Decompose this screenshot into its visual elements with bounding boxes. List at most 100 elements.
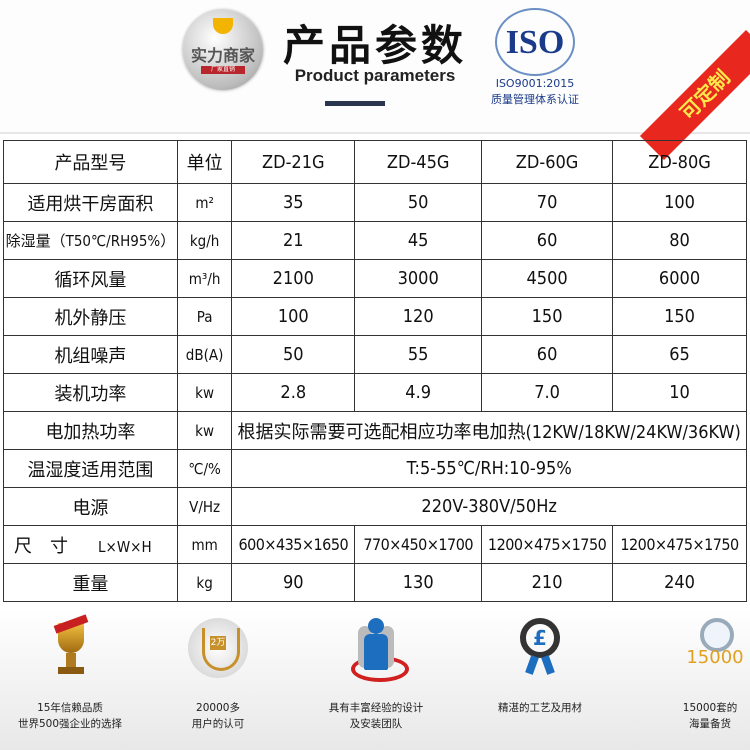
- bull-icon: [213, 18, 233, 34]
- feature-text: 海量备货: [689, 718, 731, 730]
- unit-cell: kg: [176, 563, 233, 602]
- value-cell: 65: [612, 335, 747, 374]
- value-cell: 1200×475×1750: [481, 525, 614, 564]
- value-cell: 6000: [612, 259, 747, 298]
- row-label: 机外静压: [3, 297, 178, 336]
- unit-cell: m³/h: [176, 259, 233, 298]
- unit-cell: V/Hz: [176, 487, 233, 526]
- table-header-row: 产品型号 单位 ZD-21G ZD-45G ZD-60G ZD-80G: [3, 140, 747, 184]
- row-label: 尺 寸 L×W×H: [3, 525, 178, 564]
- value-cell: 2.8: [231, 373, 356, 412]
- size-sub-label: L×W×H: [98, 537, 152, 556]
- row-label: 循环风量: [3, 259, 178, 298]
- unit-cell: ℃/%: [176, 449, 233, 488]
- feature-strip: 15年信赖品质 世界500强企业的选择 2万 20000多 用户的认可 具有丰富经验的设计…: [0, 608, 750, 750]
- badge-text: 2万: [210, 636, 226, 650]
- unit-cell: mm: [176, 525, 233, 564]
- title-underline: [325, 101, 385, 106]
- value-cell: 90: [231, 563, 356, 602]
- column-header: 单位: [176, 140, 233, 184]
- value-cell: 60: [481, 335, 614, 374]
- row-label: 电加热功率: [3, 411, 178, 450]
- iso-mark: ISO: [505, 24, 565, 61]
- value-cell: 21: [231, 221, 356, 260]
- table-row: 电加热功率 kw 根据实际需要可选配相应功率电加热(12KW/18KW/24KW/3…: [3, 411, 747, 450]
- award-ribbon-icon: £: [510, 618, 570, 678]
- iso-cert: ISO9001:2015 质量管理体系认证: [480, 76, 590, 108]
- table-row: 机组噪声 dB(A) 50 55 60 65: [3, 335, 747, 374]
- header-banner: 实力商家 厂家直销 产品参数 Product parameters ISO ISO…: [0, 0, 750, 161]
- value-cell: 130: [354, 563, 483, 602]
- feature-text: 精湛的工艺及用材: [498, 702, 582, 714]
- table-row: 重量 kg 90 130 210 240: [3, 563, 747, 602]
- value-cell: 45: [354, 221, 483, 260]
- logo-text: 实力商家: [190, 46, 255, 65]
- feature-text: 及安装团队: [349, 718, 403, 730]
- table-row: 循环风量 m³/h 2100 3000 4500 6000: [3, 259, 747, 298]
- row-label: 适用烘干房面积: [3, 183, 178, 222]
- column-header: ZD-80G: [612, 140, 747, 184]
- logo-ribbon: 厂家直销: [201, 66, 245, 74]
- feature-item: 2万 20000多 用户的认可: [148, 618, 288, 748]
- spanned-value-cell: 220V-380V/50Hz: [231, 487, 747, 526]
- value-cell: 4.9: [354, 373, 483, 412]
- unit-cell: kw: [176, 411, 233, 450]
- laurel-badge-icon: 2万: [188, 618, 248, 678]
- feature-item: 15000 15000套的 海量备货: [640, 618, 750, 748]
- feature-text: 15000套的: [682, 702, 738, 714]
- size-label: 尺 寸: [14, 535, 68, 557]
- iso-cert-number: ISO9001:2015: [495, 77, 575, 90]
- feature-item: 具有丰富经验的设计 及安装团队: [306, 618, 446, 748]
- feature-item: £ 精湛的工艺及用材: [470, 618, 610, 748]
- row-label: 重量: [3, 563, 178, 602]
- value-cell: 3000: [354, 259, 483, 298]
- row-label: 机组噪声: [3, 335, 178, 374]
- trophy-icon: [40, 614, 100, 678]
- column-header: ZD-60G: [481, 140, 614, 184]
- value-cell: 50: [231, 335, 356, 374]
- row-label: 温湿度适用范围: [3, 449, 178, 488]
- feature-text: 具有丰富经验的设计: [328, 702, 424, 714]
- table-row: 温湿度适用范围 ℃/% T:5-55℃/RH:10-95%: [3, 449, 747, 488]
- value-cell: 100: [612, 183, 747, 222]
- row-label: 除湿量（T50℃/RH95%）: [3, 221, 178, 260]
- value-cell: 55: [354, 335, 483, 374]
- unit-cell: Pa: [176, 297, 233, 336]
- value-cell: 7.0: [481, 373, 614, 412]
- value-cell: 240: [612, 563, 747, 602]
- magnifier-icon: 15000: [680, 618, 744, 678]
- value-cell: 210: [481, 563, 614, 602]
- unit-cell: kw: [176, 373, 233, 412]
- value-cell: 120: [354, 297, 483, 336]
- unit-cell: kg/h: [176, 221, 233, 260]
- table-row: 适用烘干房面积 m² 35 50 70 100: [3, 183, 747, 222]
- column-header: ZD-21G: [231, 140, 356, 184]
- row-label: 装机功率: [3, 373, 178, 412]
- unit-cell: dB(A): [176, 335, 233, 374]
- value-cell: 770×450×1700: [354, 525, 483, 564]
- value-cell: 1200×475×1750: [612, 525, 747, 564]
- badge-text: 15000: [686, 647, 744, 668]
- column-header: ZD-45G: [354, 140, 483, 184]
- shop-logo: 实力商家 厂家直销: [183, 10, 263, 90]
- value-cell: 50: [354, 183, 483, 222]
- table-row: 除湿量（T50℃/RH95%） kg/h 21 45 60 80: [3, 221, 747, 260]
- page-title: 产品参数: [282, 21, 467, 70]
- feature-text: 世界500强企业的选择: [17, 718, 123, 730]
- table-row: 电源 V/Hz 220V-380V/50Hz: [3, 487, 747, 526]
- value-cell: 2100: [231, 259, 356, 298]
- value-cell: 100: [231, 297, 356, 336]
- value-cell: 150: [481, 297, 614, 336]
- feature-text: 15年信赖品质: [37, 702, 103, 714]
- iso-globe-icon: ISO: [495, 8, 575, 76]
- column-header: 产品型号: [3, 140, 178, 184]
- table-row: 尺 寸 L×W×H mm 600×435×1650 770×450×1700 1200×4…: [3, 525, 747, 564]
- team-icon: [346, 618, 409, 682]
- feature-item: 15年信赖品质世界500强企业的选择: [0, 614, 140, 748]
- value-cell: 150: [612, 297, 747, 336]
- row-label: 电源: [3, 487, 178, 526]
- badge-text: £: [520, 618, 560, 658]
- spanned-value-cell: 根据实际需要可选配相应功率电加热(12KW/18KW/24KW/36KW): [231, 411, 747, 450]
- unit-cell: m²: [176, 183, 233, 222]
- table-row: 装机功率 kw 2.8 4.9 7.0 10: [3, 373, 747, 412]
